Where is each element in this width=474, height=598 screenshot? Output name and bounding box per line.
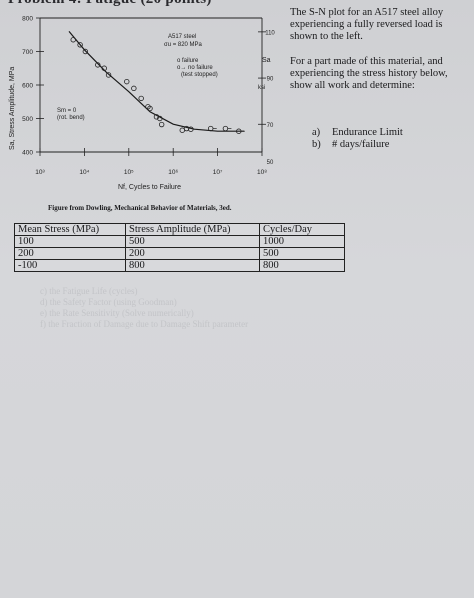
plot-axes: [36, 17, 266, 156]
cell-mean-stress: 200: [14, 247, 126, 260]
cell-stress-amplitude: 800: [125, 259, 260, 272]
header-mean-stress: Mean Stress (MPa): [14, 223, 126, 236]
bleed-through-text: c) the Fatigue Life (cycles) d) the Safe…: [40, 286, 248, 330]
failure-point: [70, 37, 76, 43]
failure-point: [157, 115, 163, 122]
cell-stress-amplitude: 500: [125, 235, 260, 248]
header-stress-amplitude: Stress Amplitude (MPa): [125, 223, 260, 236]
failure-point: [105, 72, 112, 78]
x-tick-label: 10⁶: [168, 169, 178, 176]
mean-stress-label: Sm = 0: [57, 108, 77, 114]
failure-point: [101, 65, 107, 71]
failure-point: [188, 126, 194, 132]
bleed-line: f) the Fraction of Damage due to Damage …: [40, 319, 249, 329]
y-tick-label: 400: [22, 150, 33, 157]
problem-intro: The S-N plot for an A517 steel alloy exp…: [290, 7, 444, 42]
table-row: -100 800 800: [14, 259, 345, 272]
failure-point: [158, 121, 165, 128]
x-tick-label: 10⁷: [213, 169, 223, 176]
task-list: a) Endurance Limit b) # days/failure: [312, 127, 403, 151]
figure-caption: Figure from Dowling, Mechanical Behavior…: [48, 204, 232, 212]
x-tick-label: 10⁴: [79, 169, 89, 176]
fit-curve-group: [68, 31, 245, 132]
stress-history-table: Mean Stress (MPa) Stress Amplitude (MPa)…: [14, 223, 345, 272]
x-axis-label: Nf, Cycles to Failure: [118, 184, 181, 191]
x-tick-label: 10⁵: [124, 169, 134, 176]
legend-no-failure: o→ no failure: [177, 65, 213, 71]
problem-prompt: For a part made of this material, and ex…: [290, 56, 448, 91]
problem-text: The S-N plot for an A517 steel alloy exp…: [290, 7, 470, 92]
failure-point: [124, 78, 130, 85]
task-item: b) # days/failure: [312, 139, 390, 150]
y-axis-label: Sa, Stress Amplitude, MPa: [9, 67, 16, 150]
x-tick-label: 10⁸: [257, 169, 267, 176]
sn-fit-curve: [68, 31, 245, 132]
table-row: 100 500 1000: [14, 235, 345, 248]
header-cycles-per-day: Cycles/Day: [259, 223, 345, 236]
failure-point: [77, 42, 83, 48]
y-tick-label: 500: [22, 116, 33, 123]
x-tick-label: 10³: [35, 169, 45, 176]
table-header-row: Mean Stress (MPa) Stress Amplitude (MPa)…: [14, 223, 345, 236]
legend-test-stopped: (test stopped): [181, 72, 218, 78]
sn-plot: 400 500 600 700 800 10³ 10⁴ 10⁵ 10⁶ 10⁷ 10⁸ 110 90 70…: [9, 16, 275, 192]
failure-point: [82, 48, 89, 55]
strength-label: σu = 820 MPa: [164, 42, 203, 48]
material-label: A517 steel: [168, 34, 196, 40]
tick-labels-group: 400 500 600 700 800 10³ 10⁴ 10⁵ 10⁶ 10⁷ 10⁸ 110 90 70…: [22, 16, 275, 177]
failure-point: [95, 62, 101, 68]
cell-cycles-per-day: 800: [259, 259, 345, 272]
bleed-line: e) the Rate Sensitivity (Solve numerical…: [40, 308, 194, 318]
failure-point: [131, 85, 137, 92]
y-tick-label: 600: [22, 83, 33, 90]
failure-point: [138, 95, 144, 102]
right-tick-label: 90: [267, 77, 274, 83]
table-row: 200 200 500: [14, 247, 345, 260]
bending-label: (rot. bend): [57, 115, 85, 121]
cell-cycles-per-day: 500: [259, 247, 345, 260]
cell-stress-amplitude: 200: [125, 247, 260, 260]
task-item: a) Endurance Limit: [312, 127, 403, 138]
y-tick-label: 700: [22, 49, 33, 56]
legend-failure: o failure: [177, 58, 199, 64]
data-points-group: [70, 37, 245, 134]
cell-mean-stress: -100: [14, 259, 126, 272]
right-tick-label: 110: [265, 30, 275, 36]
cell-mean-stress: 100: [14, 235, 126, 248]
right-tick-label: 70: [267, 123, 274, 129]
failure-point: [153, 114, 160, 120]
right-axis-unit: ksi: [258, 85, 265, 91]
cell-cycles-per-day: 1000: [259, 235, 345, 248]
failure-point: [147, 105, 153, 112]
bleed-line: d) the Safety Factor (using Goodman): [40, 297, 177, 307]
bleed-line: c) the Fatigue Life (cycles): [40, 286, 138, 296]
right-tick-label: 50: [267, 160, 274, 166]
problem-heading: Problem 4: Fatigue (20 points): [8, 0, 212, 8]
runout-point: [222, 125, 229, 132]
y-tick-label: 800: [22, 16, 33, 23]
right-axis-label: Sa: [262, 57, 271, 64]
